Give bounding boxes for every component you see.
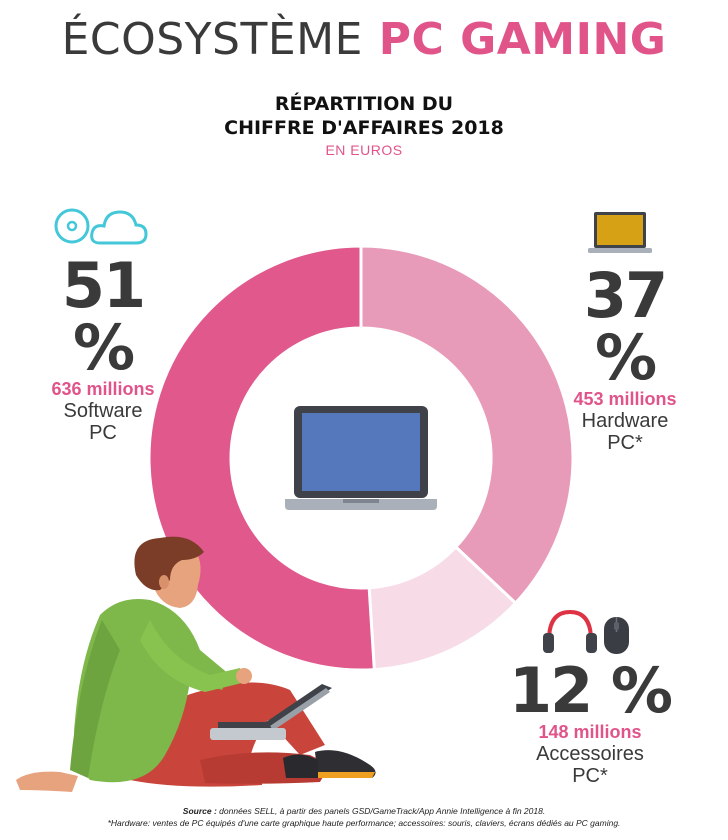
software-percent: 51 % [61,249,146,384]
title-part2: PC GAMING [378,14,667,65]
accessories-label-line2: PC* [572,765,608,787]
accessories-percent: 12 % [509,654,673,727]
software-label-line1: Software [63,400,143,422]
source-line: Source : données SELL, à partir des pane… [0,806,728,816]
hardware-label-line1: Hardware [581,410,669,432]
mouse-icon [604,617,629,654]
hardware-percent: 37 % [583,259,668,394]
hardware-label-line2: PC* [607,432,643,454]
subtitle-line2: CHIFFRE D'AFFAIRES 2018 [224,117,504,139]
disc-icon [54,208,90,244]
accessories-amount: 148 millions [538,722,642,742]
subtitle-line1: RÉPARTITION DU [274,93,454,115]
hardware-block: 37 % 453 millions Hardware PC* [545,259,705,455]
page-title: ÉCOSYSTÈME PC GAMING [0,14,728,65]
donut-slice-hardware-pc [359,244,575,606]
software-amount: 636 millions [51,379,155,399]
footnote: *Hardware: ventes de PC équipés d'une ca… [107,818,621,828]
cloud-icon [90,210,148,245]
chart-subtitle: RÉPARTITION DU CHIFFRE D'AFFAIRES 2018 [0,92,728,140]
headphones-icon [543,609,597,653]
laptop-icon [588,212,652,253]
unit-label: EN EUROS [325,142,403,158]
software-label-line2: PC [89,422,117,444]
title-part1: ÉCOSYSTÈME [61,14,363,65]
source-label: Source : [182,806,217,816]
source-text: données SELL, à partir des panels GSD/Ga… [219,806,546,816]
accessories-block: 12 % 148 millions Accessoires PC* [500,654,680,788]
software-block: 51 % 636 millions Software PC [28,249,178,445]
laptop-icon [285,406,437,510]
accessories-label-line1: Accessoires [536,743,644,765]
hardware-amount: 453 millions [573,389,677,409]
donut-slices [147,244,575,672]
